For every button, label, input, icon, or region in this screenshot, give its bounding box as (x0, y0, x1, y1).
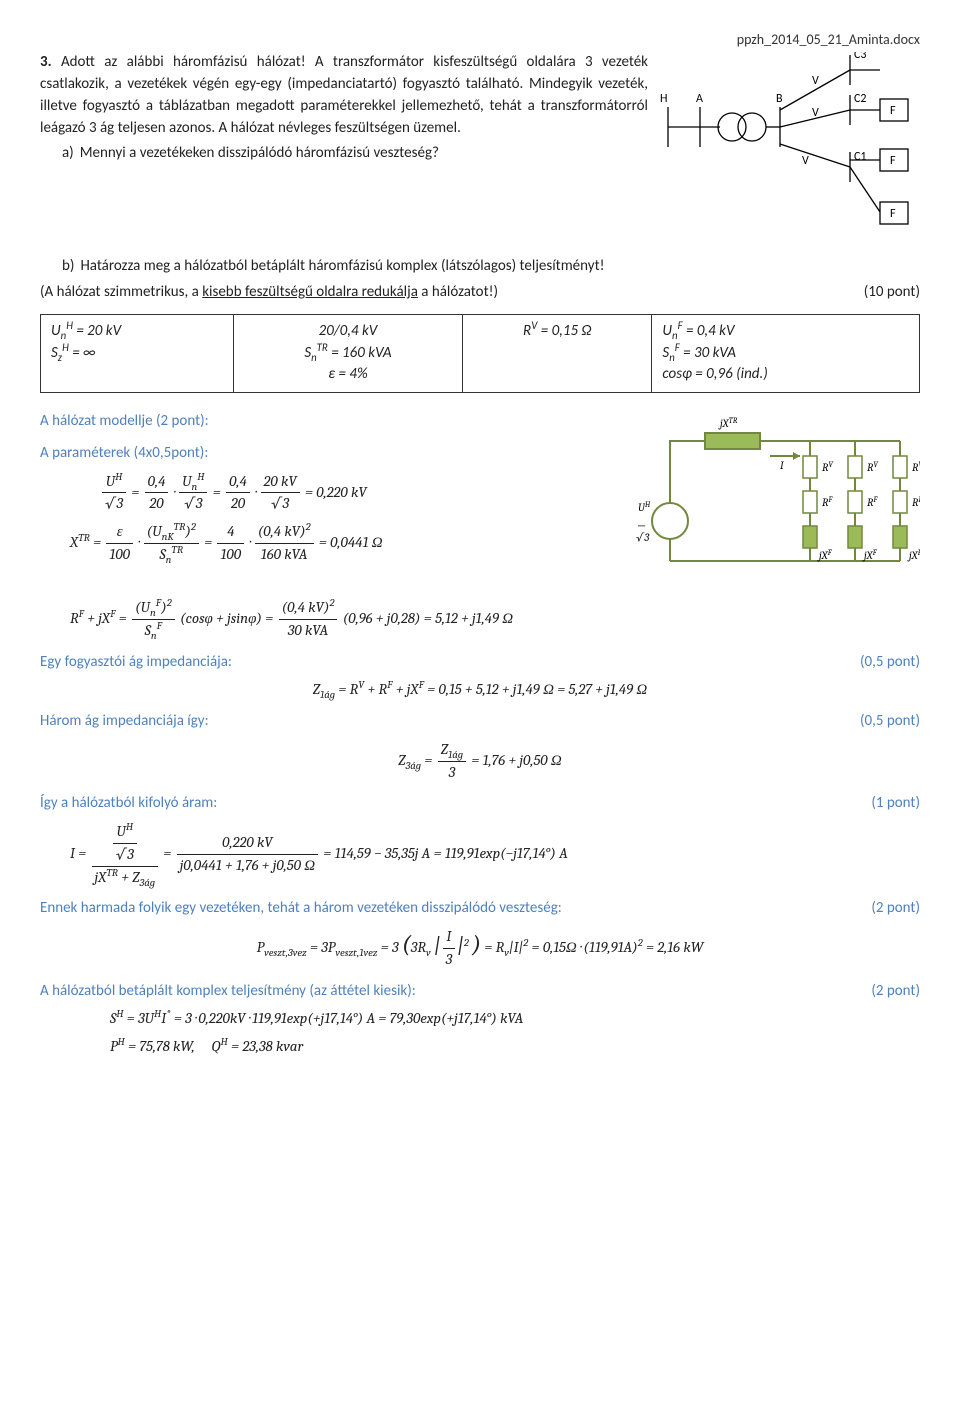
question-a: Mennyi a vezetékeken disszipálódó háromf… (80, 143, 439, 165)
lbl-F2: F (890, 104, 896, 118)
lbl-A: A (696, 92, 703, 106)
circuit-diagram-1: H A B V V V C3 C2 C1 F F F (660, 52, 920, 252)
lbl-V3: V (802, 154, 809, 168)
note-prefix: (A hálózat szimmetrikus, a (40, 283, 202, 301)
line-2: Három ág impedanciája így: (0,5 pont) (40, 711, 920, 733)
svg-text:UH: UH (638, 500, 651, 514)
note-line: (A hálózat szimmetrikus, a kisebb feszül… (40, 282, 920, 304)
lbl-H: H (660, 92, 667, 106)
line-4: Ennek harmada folyik egy vezetéken, tehá… (40, 898, 920, 920)
line1-text: Egy fogyasztói ág impedanciája: (40, 652, 232, 674)
line3-text: Így a hálózatból kifolyó áram: (40, 793, 217, 815)
param-title: A paraméterek (4x0,5pont): (40, 443, 616, 465)
problem-body: Adott az alábbi háromfázisú hálózat! A t… (40, 53, 648, 136)
svg-text:√3: √3 (636, 531, 649, 544)
parameter-table: UnH = 20 kV SzH = ∞ 20/0,4 kV SnTR = 160… (40, 314, 920, 393)
eq-1: UH√3 = 0,420 · UnH√3 = 0,420 · 20 kV√3 =… (100, 471, 616, 516)
eq-3: RF + jXF = (UnF)2SnF (cosφ + jsinφ) = (0… (70, 597, 920, 642)
svg-text:jXF: jXF (907, 548, 920, 562)
svg-text:RV: RV (822, 460, 833, 474)
model-diagram: jXTR I UH ─ √3 RV RV RV RF RF RF jXF jXF… (630, 411, 920, 591)
note-suffix: a hálózatot!) (418, 283, 498, 301)
model-title: A hálózat modellje (2 pont): (40, 411, 616, 433)
lbl-V1: V (812, 74, 819, 88)
line4-text: Ennek harmada folyik egy vezetéken, tehá… (40, 898, 562, 920)
lbl-C2: C2 (854, 92, 866, 106)
problem-number: 3. (40, 53, 52, 71)
problem-block: 3. Adott az alábbi háromfázisú hálózat! … (40, 52, 920, 252)
label-b: b) (62, 256, 74, 278)
eq-2: XTR = ε100 · (UnKTR)2SnTR = 4100 · (0,4 … (40, 521, 616, 566)
svg-text:RV: RV (867, 460, 878, 474)
problem-text: 3. Adott az alábbi háromfázisú hálózat! … (40, 52, 648, 252)
cell-2: 20/0,4 kV SnTR = 160 kVA ε = 4% (233, 314, 462, 392)
lbl-F3: F (890, 207, 896, 221)
lbl-C1: C1 (854, 150, 866, 164)
svg-text:RF: RF (822, 495, 833, 509)
line-5: A hálózatból betáplált komplex teljesítm… (40, 981, 920, 1003)
svg-text:I: I (780, 459, 784, 472)
note-underlined: kisebb feszültségű oldalra redukálja (202, 283, 418, 301)
line-3: Így a hálózatból kifolyó áram: (1 pont) (40, 793, 920, 815)
line3-points: (1 pont) (871, 793, 920, 815)
eq-6: I = UH√3 jXTR + Z3ág = 0,220 kVj0,0441 +… (40, 821, 920, 888)
lbl-F1: F (890, 154, 896, 168)
svg-text:RF: RF (867, 495, 878, 509)
lbl-C3: C3 (854, 52, 866, 62)
eq-4: Z1ág = RV + RF + jXF = 0,15 + 5,12 + j1,… (40, 679, 920, 701)
label-a: a) (62, 143, 74, 165)
lbl-V2: V (812, 106, 819, 120)
eq-7: Pveszt,3vez = 3Pveszt,1vez = 3 (3Rv |I3|… (40, 926, 920, 971)
svg-text:jXF: jXF (862, 548, 878, 562)
line2-text: Három ág impedanciája így: (40, 711, 209, 733)
eq-5: Z3ág = Z1ág3 = 1,76 + j0,50 Ω (40, 739, 920, 784)
cell-1: UnH = 20 kV SzH = ∞ (41, 314, 234, 392)
svg-text:jXTR: jXTR (718, 416, 738, 430)
question-b: Határozza meg a hálózatból betáplált hár… (80, 256, 604, 278)
svg-text:jXF: jXF (817, 548, 833, 562)
points-main: (10 pont) (864, 282, 920, 304)
file-name: ppzh_2014_05_21_Aminta.docx (40, 30, 920, 50)
cell-4: UnF = 0,4 kV SnF = 30 kVA cosφ = 0,96 (i… (652, 314, 920, 392)
line5-text: A hálózatból betáplált komplex teljesítm… (40, 981, 416, 1003)
eq-8a: SH = 3UHI* = 3 · 0,220kV · 119,91exp(+j1… (110, 1008, 920, 1030)
eq-8b: PH = 75,78 kW, QH = 23,38 kvar (110, 1036, 920, 1058)
lbl-B: B (776, 92, 783, 106)
cell-3: RV = 0,15 Ω (463, 314, 652, 392)
line-1: Egy fogyasztói ág impedanciája: (0,5 pon… (40, 652, 920, 674)
line4-points: (2 pont) (871, 898, 920, 920)
line5-points: (2 pont) (871, 981, 920, 1003)
line1-points: (0,5 pont) (860, 652, 920, 674)
line2-points: (0,5 pont) (860, 711, 920, 733)
svg-text:RF: RF (912, 495, 920, 509)
svg-text:RV: RV (912, 460, 920, 474)
